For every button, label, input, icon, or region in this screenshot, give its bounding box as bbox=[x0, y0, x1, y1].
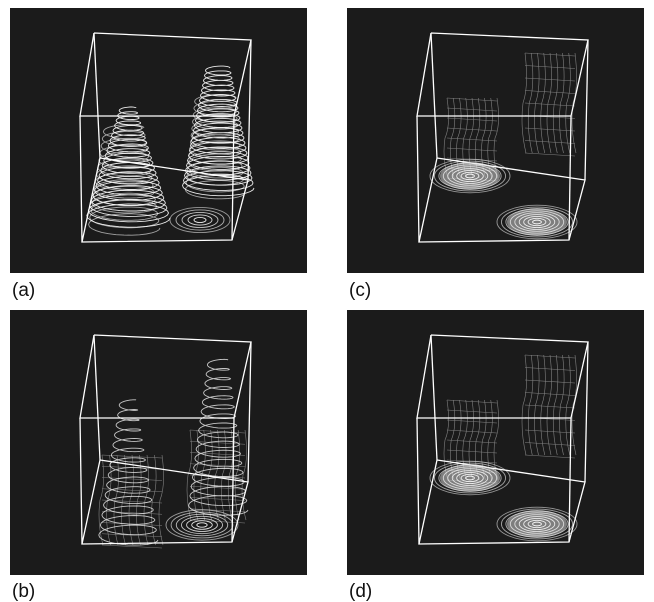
wireframe-box bbox=[79, 334, 252, 545]
wireframe-box bbox=[416, 334, 589, 545]
right-vortex-rings bbox=[496, 204, 578, 240]
flow-visualization bbox=[416, 32, 589, 243]
left-vortex-rings bbox=[429, 460, 511, 496]
caption-d: (d) bbox=[349, 581, 373, 602]
panel-c-image bbox=[347, 8, 644, 273]
left-vortex-streamlines bbox=[98, 399, 159, 546]
caption-b: (b) bbox=[12, 581, 36, 602]
right-streamline-grid bbox=[521, 354, 577, 459]
left-vortex-streamlines bbox=[86, 106, 171, 228]
flow-visualization bbox=[416, 334, 589, 545]
right-streamline-grid bbox=[186, 429, 247, 524]
left-vortex-streamlines-inner bbox=[88, 124, 161, 236]
right-vortex-streamlines-inner bbox=[184, 94, 246, 200]
caption-c: (c) bbox=[349, 280, 372, 301]
left-vortex-rings bbox=[429, 158, 511, 194]
wireframe-box bbox=[416, 32, 589, 243]
lower-right-swirl bbox=[165, 509, 239, 541]
right-vortex-rings bbox=[496, 506, 578, 542]
right-vortex-streamlines bbox=[188, 358, 249, 516]
panel-a-image bbox=[10, 8, 307, 273]
caption-a: (a) bbox=[12, 280, 36, 301]
flow-visualization bbox=[79, 32, 255, 243]
right-streamline-grid bbox=[521, 52, 577, 157]
lower-right-swirl bbox=[169, 206, 231, 234]
right-vortex-streamlines bbox=[182, 65, 255, 197]
flow-visualization bbox=[79, 334, 252, 549]
panel-d-image bbox=[347, 310, 644, 575]
left-streamline-grid bbox=[98, 454, 164, 549]
panel-b-image bbox=[10, 310, 307, 575]
